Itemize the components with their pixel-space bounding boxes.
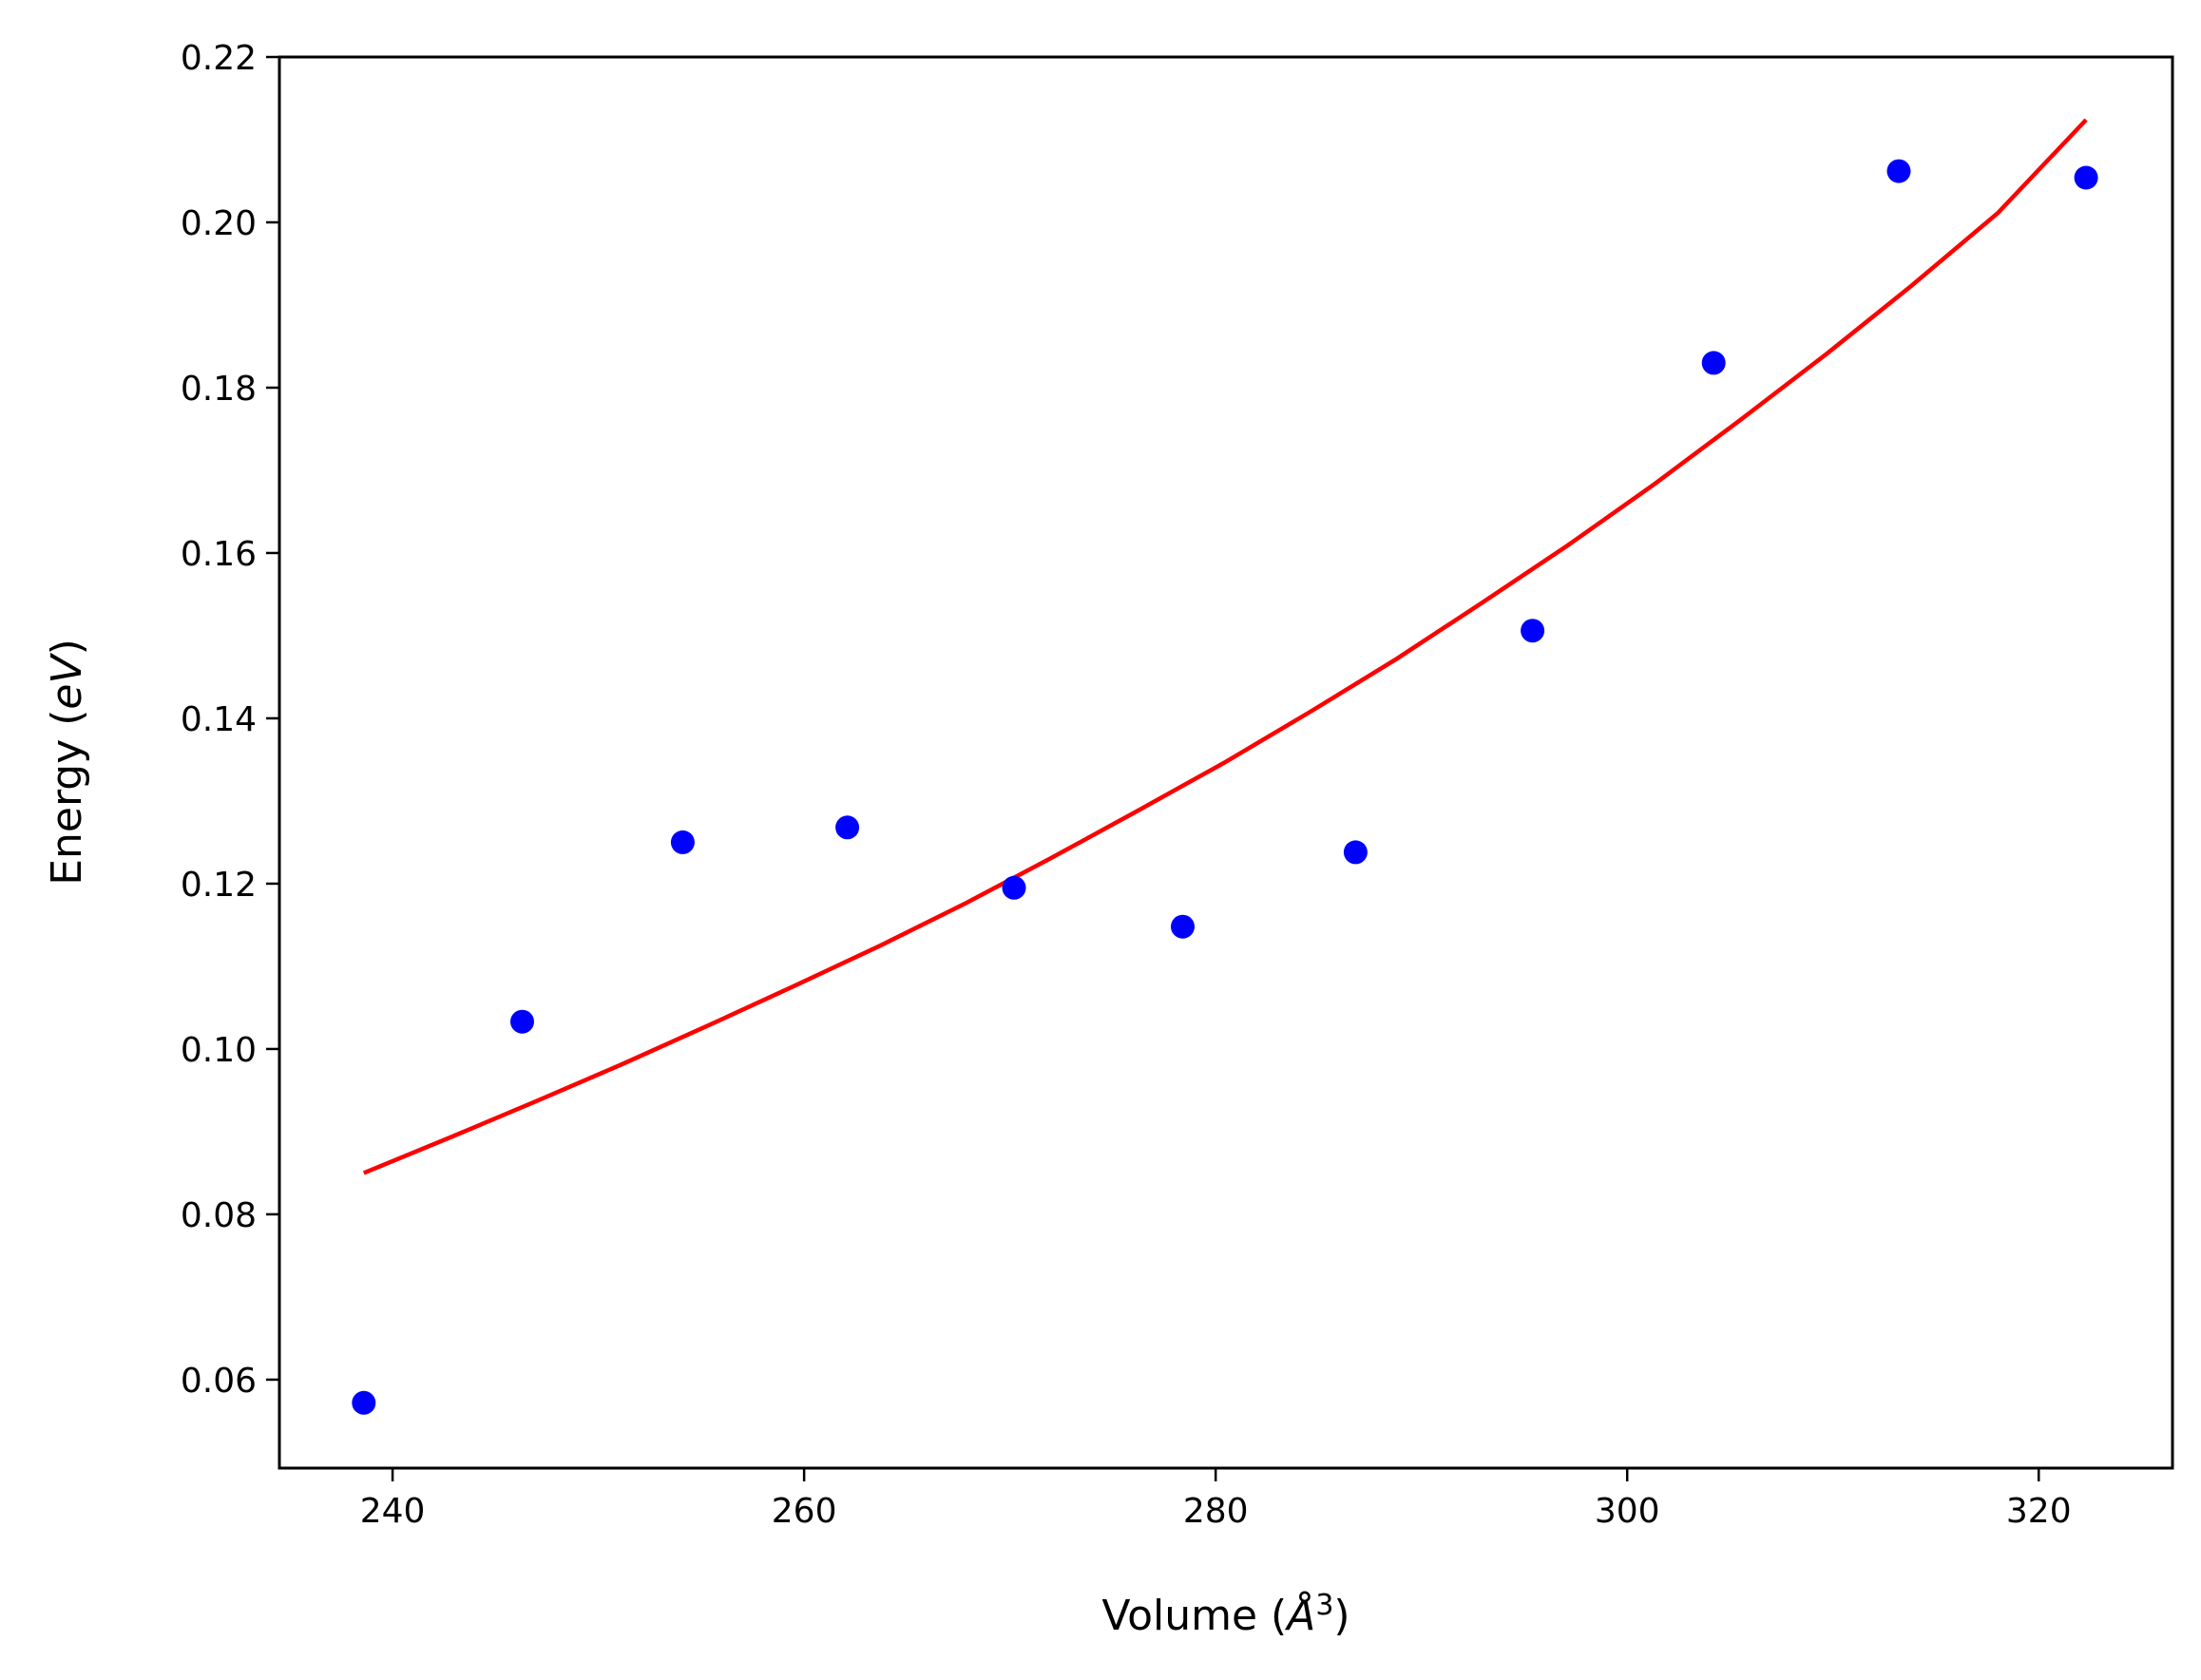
data-point <box>1171 914 1195 939</box>
fit-curve <box>362 118 2088 1175</box>
y-tick-label: 0.16 <box>181 535 257 574</box>
y-axis-ticks: 0.06 0.08 0.10 0.12 0.14 0.16 0.18 0.20 0.22 <box>181 39 279 1401</box>
y-axis-label-prefix: Energy ( <box>43 710 91 886</box>
x-axis-label: Volume (Å3) <box>1101 1589 1349 1640</box>
x-tick-label: 260 <box>772 1492 837 1531</box>
x-axis-label-exponent: 3 <box>1315 1589 1333 1622</box>
y-tick-label: 0.18 <box>181 370 257 409</box>
data-point <box>1701 351 1726 375</box>
data-point <box>835 815 860 840</box>
y-tick-label: 0.12 <box>181 866 257 905</box>
y-tick-label: 0.14 <box>181 700 257 739</box>
data-point <box>352 1390 376 1415</box>
y-tick-label: 0.20 <box>181 204 257 243</box>
x-axis-label-unit: Å <box>1284 1590 1315 1640</box>
data-point <box>2074 165 2098 190</box>
plot-content <box>352 118 2098 1415</box>
y-tick-label: 0.22 <box>181 39 257 78</box>
y-axis-label-unit: eV <box>43 653 91 710</box>
x-tick-label: 280 <box>1183 1492 1249 1531</box>
x-axis-label-suffix: ) <box>1333 1592 1349 1640</box>
data-point <box>1886 159 1911 183</box>
x-tick-label: 240 <box>360 1492 426 1531</box>
x-tick-label: 300 <box>1595 1492 1660 1531</box>
y-tick-label: 0.10 <box>181 1031 257 1070</box>
data-point <box>1343 840 1368 865</box>
data-point <box>510 1009 534 1034</box>
x-axis-label-prefix: Volume ( <box>1101 1592 1287 1640</box>
y-tick-label: 0.08 <box>181 1196 257 1235</box>
data-point <box>1521 619 1545 643</box>
y-axis-label-suffix: ) <box>43 639 91 655</box>
x-axis-ticks: 240 260 280 300 320 <box>360 1468 2072 1531</box>
data-point <box>1002 875 1026 900</box>
plot-frame <box>278 55 2174 1470</box>
x-tick-label: 320 <box>2006 1492 2072 1531</box>
data-point <box>670 830 695 854</box>
y-axis-label: Energy (eV) <box>43 639 91 886</box>
y-tick-label: 0.06 <box>181 1362 257 1401</box>
